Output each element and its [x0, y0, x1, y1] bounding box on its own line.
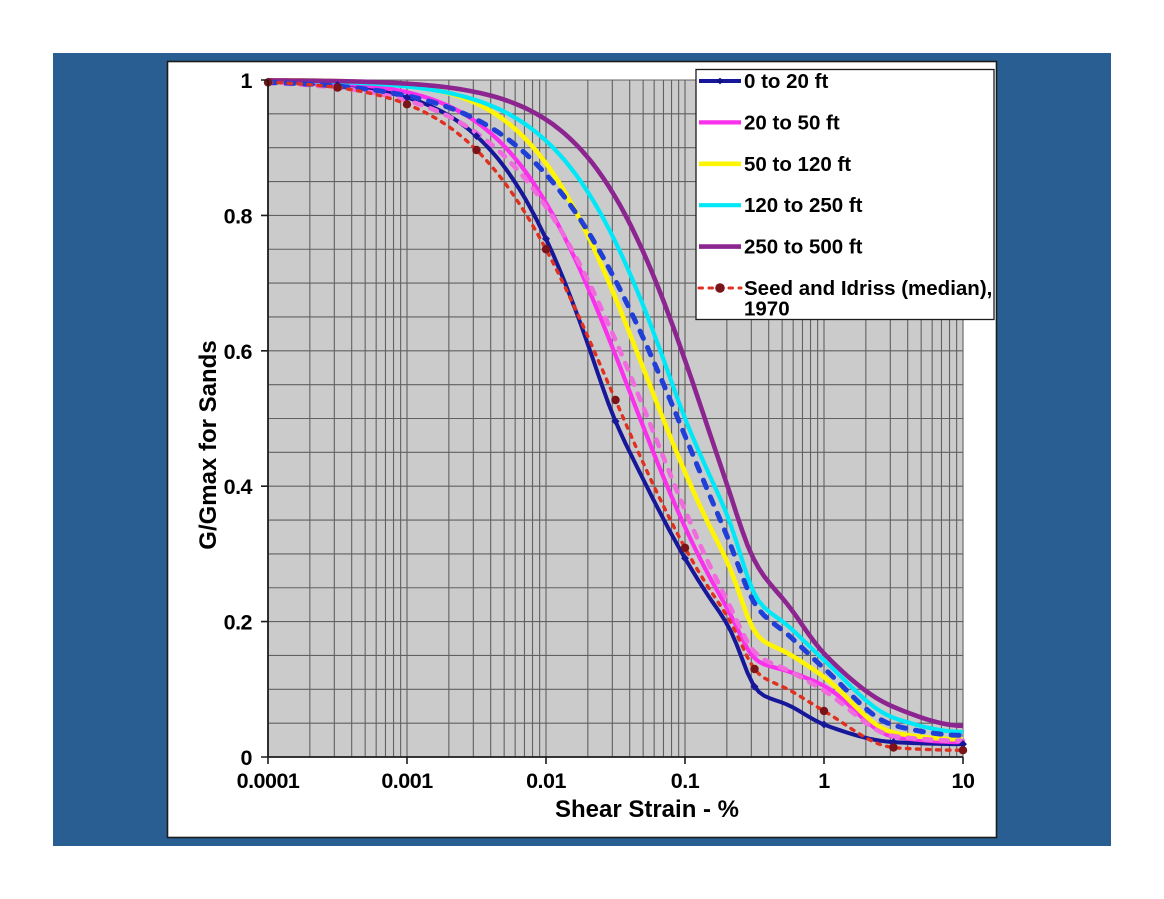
svg-text:50 to 120 ft: 50 to 120 ft: [744, 153, 851, 176]
svg-text:20 to 50 ft: 20 to 50 ft: [744, 111, 840, 134]
svg-text:10: 10: [952, 769, 975, 793]
svg-text:0.01: 0.01: [526, 769, 566, 793]
svg-text:1: 1: [818, 769, 830, 793]
svg-text:250 to 500 ft: 250 to 500 ft: [744, 236, 863, 259]
svg-text:0: 0: [241, 746, 253, 770]
svg-text:0.2: 0.2: [224, 611, 253, 635]
svg-text:Seed and Idriss (median),: Seed and Idriss (median),: [744, 277, 992, 300]
svg-text:1970: 1970: [744, 298, 790, 321]
svg-text:0.001: 0.001: [381, 769, 433, 793]
svg-text:0 to 20 ft: 0 to 20 ft: [744, 70, 828, 93]
svg-text:0.1: 0.1: [671, 769, 700, 793]
svg-text:0.0001: 0.0001: [237, 769, 300, 793]
svg-text:120 to 250 ft: 120 to 250 ft: [744, 194, 863, 217]
svg-text:G/Gmax for Sands: G/Gmax for Sands: [195, 340, 222, 549]
svg-text:0.6: 0.6: [224, 340, 253, 364]
svg-text:1: 1: [241, 69, 253, 93]
svg-text:0.8: 0.8: [224, 204, 253, 228]
svg-text:Shear Strain - %: Shear Strain - %: [555, 796, 739, 823]
svg-text:0.4: 0.4: [224, 475, 253, 499]
